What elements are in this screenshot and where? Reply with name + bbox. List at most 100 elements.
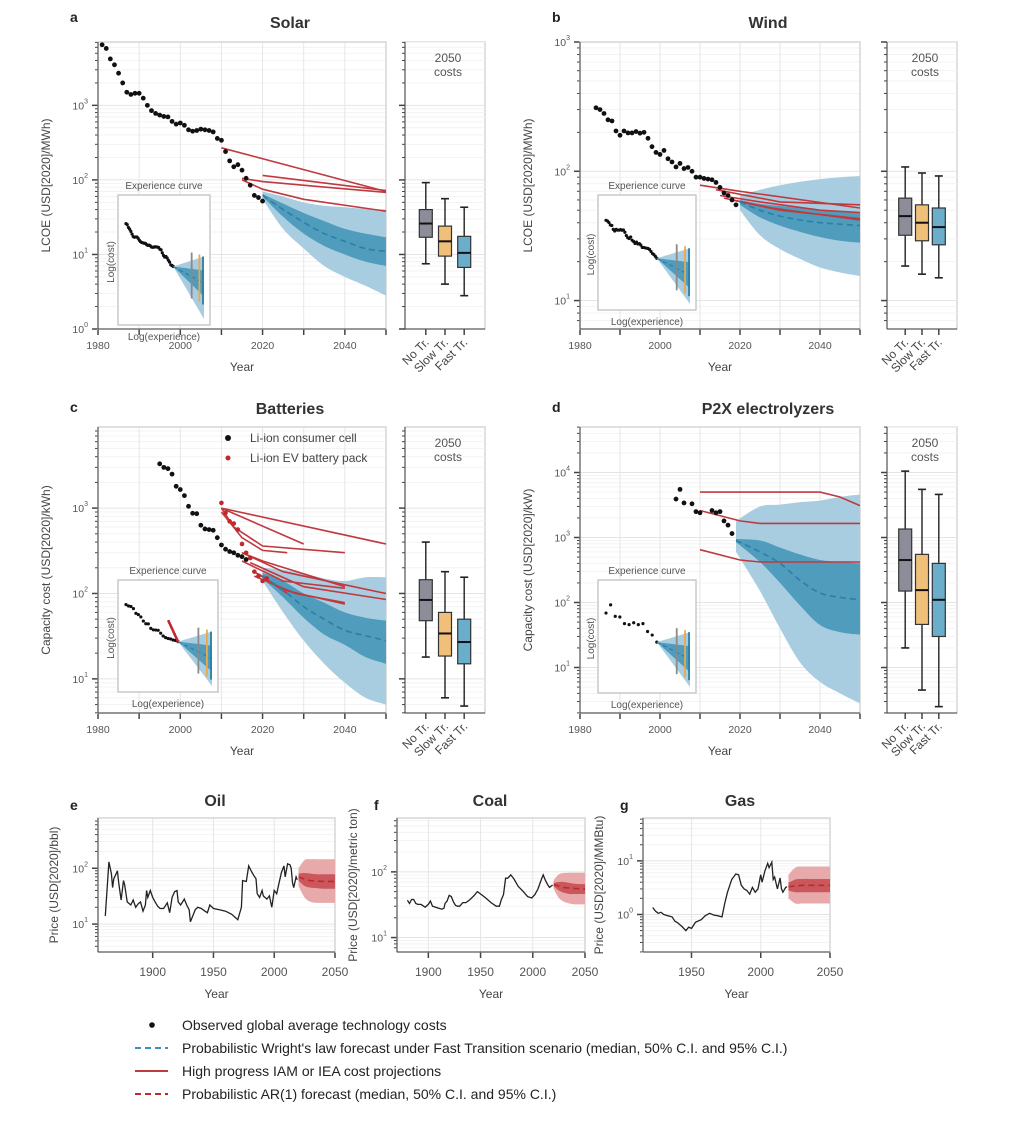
observed-cost-point: [169, 118, 175, 124]
observed-cost-point: [206, 527, 212, 533]
panel-title: Gas: [725, 793, 755, 810]
observed-cost-point: [210, 129, 216, 135]
observed-cost-point: [629, 130, 635, 136]
x-tick-label: 1950: [200, 965, 227, 979]
y-tick-label: 103: [554, 35, 570, 49]
panel-letter: d: [552, 399, 561, 415]
inset-observed-point: [159, 631, 163, 635]
iam-projection-line: [220, 507, 345, 554]
iam-projection-line: [241, 560, 345, 590]
x-tick-label: 2000: [648, 724, 672, 736]
y-tick-label: 102: [72, 586, 88, 600]
panel-d: d P2X electrolyzers 1980 2000 2020 2040 101 102…: [521, 399, 958, 759]
iam-projection-line: [699, 184, 860, 209]
x-tick-label: 2000: [648, 340, 672, 352]
y-axis-label: Price (USD[2020]/MMBtu): [592, 816, 606, 955]
x-tick-label: 1900: [415, 965, 442, 979]
inset-observed-point: [610, 223, 614, 228]
legend-label: Observed global average technology costs: [182, 1017, 447, 1033]
observed-cost-point: [701, 176, 707, 181]
panel-letter: a: [70, 9, 78, 25]
panel-a: a Solar 1980 2000 2020 2040 100 101 102 103 Year LC…: [39, 9, 486, 375]
y-tick-label: 102: [371, 865, 387, 879]
panel-letter: c: [70, 399, 78, 415]
observed-cost-point: [144, 102, 150, 108]
x-axis-label: Year: [479, 987, 503, 1001]
observed-cost-point: [182, 122, 187, 128]
observed-cost-point: [260, 198, 265, 204]
y-tick-label: 103: [554, 531, 570, 545]
ar-50-ci-band: [298, 873, 335, 889]
iam-projection-line: [241, 177, 386, 194]
observed-cost-point: [709, 508, 715, 513]
observed-cost-point: [173, 121, 179, 127]
observed-cost-point: [210, 527, 216, 533]
observed-cost-point: [198, 522, 204, 528]
x-tick-label: 2020: [251, 340, 275, 352]
observed-cost-point: [625, 130, 631, 136]
observed-cost-point: [235, 162, 241, 168]
inset-observed-point: [645, 629, 650, 634]
inset-observed-point: [622, 622, 627, 626]
observed-cost-point: [637, 130, 643, 136]
iam-projection-line: [220, 511, 288, 554]
y-axis-label: Capacity cost (USD[2020]/kWh): [39, 485, 53, 654]
observed-cost-point: [157, 461, 163, 467]
panel-letter: e: [70, 797, 78, 813]
legend-consumer-cell-label: Li-ion consumer cell: [250, 431, 357, 445]
observed-cost-point: [593, 105, 599, 111]
inset-observed-point: [623, 230, 627, 234]
observed-cost-point: [227, 549, 233, 554]
x-axis-label: Year: [204, 987, 228, 1001]
iam-projection-line: [241, 551, 386, 595]
observed-cost-point: [657, 152, 663, 157]
y-tick-label: 102: [72, 173, 88, 187]
x-tick-label: 1980: [86, 724, 110, 736]
box-title-line1: 2050: [912, 436, 939, 450]
observed-cost-point: [681, 166, 687, 171]
observed-cost-point: [112, 62, 117, 68]
observed-cost-point: [231, 164, 237, 170]
observed-cost-point: [239, 554, 245, 560]
x-tick-label: 2000: [169, 724, 193, 736]
observed-cost-point: [194, 511, 200, 517]
forecast-50-ci-band: [736, 538, 860, 635]
inset-observed-point: [618, 615, 622, 619]
iam-projection-line: [719, 194, 860, 214]
observed-cost-point: [705, 176, 711, 182]
x-axis-label: Year: [230, 744, 254, 758]
panel-title: Oil: [204, 793, 225, 810]
x-axis-label: Year: [708, 360, 732, 374]
legend-ev-pack-label: Li-ion EV battery pack: [250, 451, 368, 465]
observed-cost-point: [641, 129, 647, 135]
inset-observed-point: [129, 604, 133, 609]
observed-cost-point: [177, 120, 183, 126]
observed-cost-point: [617, 132, 623, 138]
observed-cost-point: [202, 127, 208, 133]
box-title-line1: 2050: [912, 51, 939, 65]
inset-observed-point: [650, 633, 654, 637]
panel-title: Batteries: [256, 401, 325, 418]
observed-cost-point: [725, 193, 731, 198]
observed-cost-point: [693, 174, 699, 180]
box-title-line1: 2050: [435, 51, 462, 65]
inset-experience-curve: Experience curve Log(experience) Log(cost): [586, 566, 697, 711]
x-tick-label: 1950: [467, 965, 494, 979]
box-title-line2: costs: [434, 65, 462, 79]
inset-observed-point: [609, 603, 613, 607]
inset-observed-point: [144, 622, 148, 626]
observed-cost-point: [161, 464, 167, 470]
y-tick-label: 104: [554, 466, 570, 480]
observed-cost-point: [713, 180, 719, 185]
inset-observed-point: [125, 223, 129, 227]
observed-cost-point: [235, 552, 241, 558]
observed-cost-point: [214, 136, 220, 141]
observed-cost-point: [717, 185, 723, 190]
observed-cost-point: [613, 128, 619, 134]
observed-cost-point: [136, 90, 142, 96]
x-tick-label: 1980: [568, 724, 592, 736]
observed-cost-point: [733, 202, 739, 208]
observed-cost-point: [149, 108, 154, 114]
